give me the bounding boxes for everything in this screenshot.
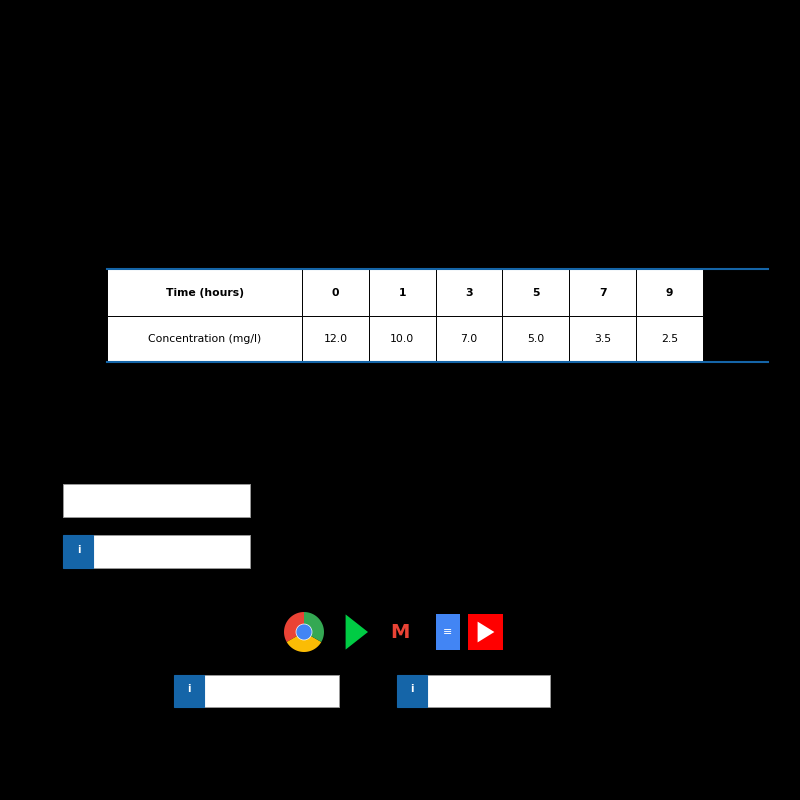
Bar bbox=[107, 316, 302, 362]
Bar bbox=[302, 270, 369, 316]
Text: 7.0: 7.0 bbox=[461, 334, 478, 344]
Bar bbox=[302, 316, 369, 362]
Text: a =: a = bbox=[20, 494, 38, 504]
Bar bbox=[502, 316, 570, 362]
Text: i: i bbox=[410, 684, 414, 694]
Bar bbox=[436, 270, 502, 316]
Bar bbox=[427, 675, 550, 706]
Polygon shape bbox=[304, 612, 324, 642]
Polygon shape bbox=[346, 614, 368, 650]
Polygon shape bbox=[284, 612, 304, 642]
Bar bbox=[570, 270, 636, 316]
Text: 12.0: 12.0 bbox=[323, 334, 347, 344]
Bar bbox=[204, 675, 339, 706]
Bar bbox=[397, 675, 427, 706]
Circle shape bbox=[296, 624, 312, 640]
Bar bbox=[636, 316, 703, 362]
Text: 9: 9 bbox=[666, 287, 673, 298]
Bar bbox=[174, 675, 204, 706]
Text: (b) Use a calculator or computer to find the exponential regression function for: (b) Use a calculator or computer to find… bbox=[20, 598, 623, 609]
Text: 10.0: 10.0 bbox=[390, 334, 414, 344]
Text: 7: 7 bbox=[599, 287, 606, 298]
Text: the concentration and t is the time.: the concentration and t is the time. bbox=[20, 225, 206, 235]
Bar bbox=[63, 484, 250, 518]
Text: The table below shows the concentration of theophylline, a common asthma drug, i: The table below shows the concentration … bbox=[20, 154, 696, 165]
Text: Concentration (mg/l): Concentration (mg/l) bbox=[148, 334, 261, 344]
Text: injection of a 300-mg initial dose.¹ It is claimed that this data set is consist: injection of a 300-mg initial dose.¹ It … bbox=[20, 190, 704, 200]
Text: .: . bbox=[556, 684, 559, 694]
Text: (a) Estimate the values of a and b, using ratios to estimate b.: (a) Estimate the values of a and b, usin… bbox=[20, 403, 342, 414]
Text: 2.5: 2.5 bbox=[661, 334, 678, 344]
Text: Time (hours): Time (hours) bbox=[166, 287, 243, 298]
Text: i: i bbox=[187, 684, 191, 694]
Bar bbox=[369, 270, 436, 316]
Bar bbox=[570, 316, 636, 362]
Text: 5: 5 bbox=[532, 287, 539, 298]
Text: 3.5: 3.5 bbox=[594, 334, 611, 344]
Text: 3: 3 bbox=[466, 287, 473, 298]
Bar bbox=[436, 316, 502, 362]
Text: Round the answers for a and b to three decimal places.: Round the answers for a and b to three d… bbox=[20, 640, 309, 650]
Bar bbox=[94, 535, 250, 569]
Text: Enter the exact value for a. Round your answer for b to three decimal places.: Enter the exact value for a. Round your … bbox=[20, 447, 423, 458]
Text: i: i bbox=[77, 545, 80, 555]
Text: b ≈: b ≈ bbox=[20, 545, 38, 555]
Text: ≡: ≡ bbox=[443, 627, 453, 637]
Bar bbox=[468, 614, 503, 650]
Text: 0: 0 bbox=[332, 287, 339, 298]
Bar bbox=[63, 535, 94, 569]
Polygon shape bbox=[478, 622, 494, 642]
Bar bbox=[502, 270, 570, 316]
Text: 5.0: 5.0 bbox=[527, 334, 545, 344]
Text: M: M bbox=[390, 622, 410, 642]
Bar bbox=[636, 270, 703, 316]
Polygon shape bbox=[286, 632, 322, 652]
Text: C = abᵗ where a =: C = abᵗ where a = bbox=[20, 684, 115, 694]
Bar bbox=[436, 614, 460, 650]
Text: and b =: and b = bbox=[351, 684, 392, 694]
Text: 1: 1 bbox=[398, 287, 406, 298]
Bar bbox=[369, 316, 436, 362]
Bar bbox=[107, 270, 302, 316]
